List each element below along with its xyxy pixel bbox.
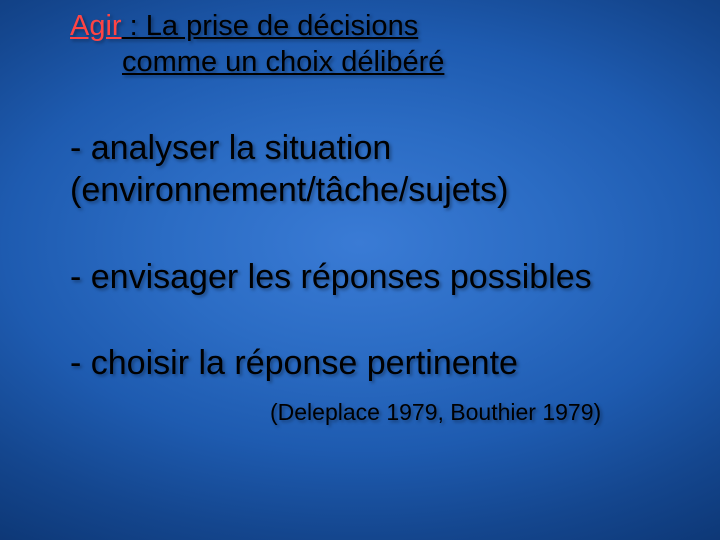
slide-title: Agir : La prise de décisions comme un ch… bbox=[70, 8, 670, 81]
bullet-3-prefix: - choisir bbox=[70, 344, 189, 382]
bullet-2-rest: les réponses possibles bbox=[238, 258, 591, 296]
title-rest-line1: : La prise de décisions bbox=[122, 10, 419, 42]
bullet-2: - envisager les réponses possibles bbox=[70, 256, 670, 299]
bullet-2-prefix: - envisager bbox=[70, 258, 238, 296]
bullet-3-rest: la réponse pertinente bbox=[189, 344, 518, 382]
title-line2: comme un choix délibéré bbox=[122, 44, 670, 80]
bullet-3: - choisir la réponse pertinente bbox=[70, 342, 670, 385]
slide-container: Agir : La prise de décisions comme un ch… bbox=[0, 0, 720, 540]
citation: (Deleplace 1979, Bouthier 1979) bbox=[270, 399, 670, 426]
bullet-1-prefix: - analyser bbox=[70, 129, 219, 167]
bullet-1: - analyser la situation (environnement/t… bbox=[70, 127, 670, 212]
title-agir: Agir bbox=[70, 10, 122, 42]
